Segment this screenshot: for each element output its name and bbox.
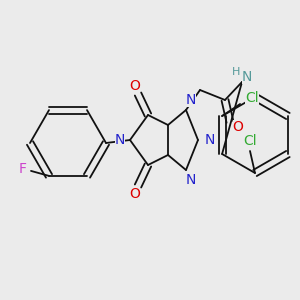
Text: O: O: [130, 187, 140, 201]
Text: O: O: [232, 120, 243, 134]
Text: N: N: [186, 173, 196, 187]
Text: N: N: [205, 133, 215, 147]
Text: N: N: [242, 70, 252, 84]
Text: Cl: Cl: [243, 134, 257, 148]
Text: N: N: [186, 93, 196, 107]
Text: F: F: [19, 162, 27, 176]
Text: H: H: [232, 67, 240, 77]
Text: Cl: Cl: [245, 91, 259, 105]
Text: N: N: [115, 133, 125, 147]
Text: O: O: [130, 79, 140, 93]
